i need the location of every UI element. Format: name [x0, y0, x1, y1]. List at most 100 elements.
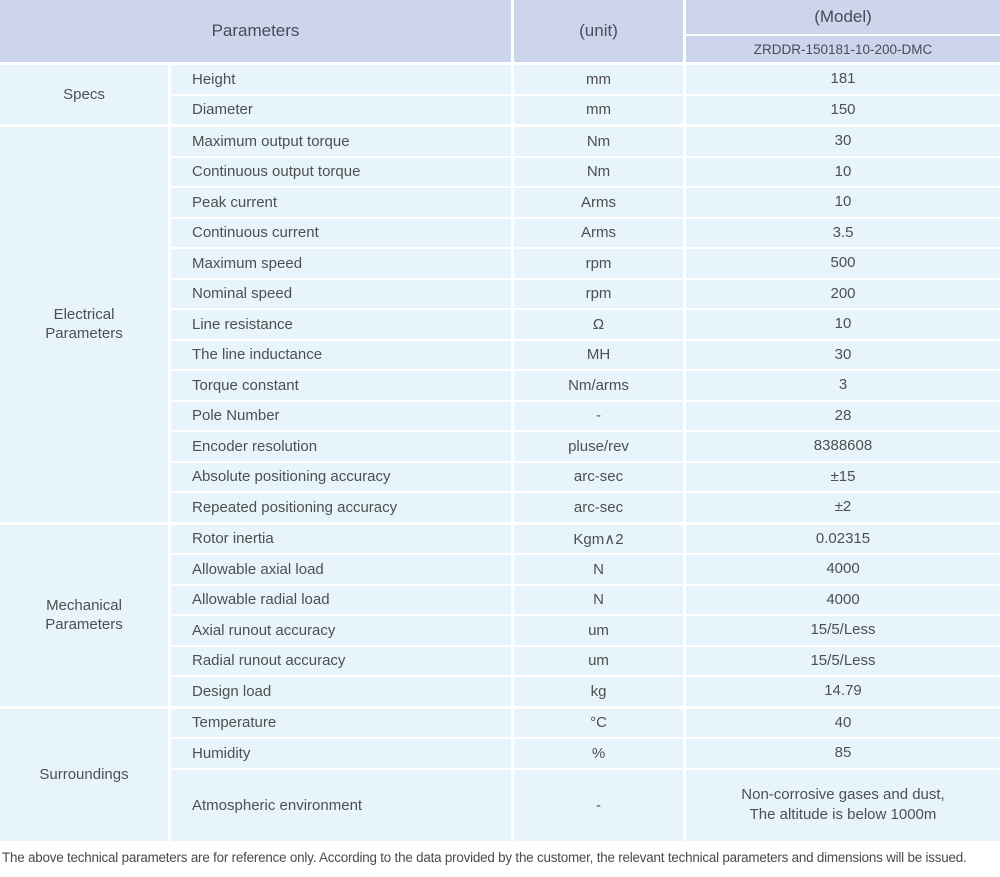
value-cell: 15/5/Less: [686, 646, 1000, 675]
unit-cell: rpm: [514, 279, 683, 308]
value-cell: 30: [686, 340, 1000, 369]
param-cell: Allowable radial load: [171, 585, 511, 614]
unit-cell: Kgm∧2: [514, 524, 683, 553]
param-cell: Humidity: [171, 739, 511, 768]
value-cell: 3: [686, 371, 1000, 400]
value-cell: 150: [686, 95, 1000, 124]
table-row: Humidity % 85: [171, 739, 1000, 768]
value-cell: ±15: [686, 462, 1000, 491]
table-row: Radial runout accuracy um 15/5/Less: [171, 646, 1000, 675]
value-cell: 40: [686, 708, 1000, 737]
table-row: Diameter mm 150: [171, 95, 1000, 124]
param-cell: Design load: [171, 677, 511, 706]
parameters-header: Parameters: [0, 0, 511, 62]
table-row: Line resistance Ω 10: [171, 310, 1000, 339]
param-cell: Torque constant: [171, 371, 511, 400]
table-section: Surroundings Temperature °C 40 Humidity …: [0, 708, 1000, 841]
unit-cell: arc-sec: [514, 493, 683, 522]
table-row: Pole Number - 28: [171, 401, 1000, 430]
table-section: Specs Height mm 181 Diameter mm 150: [0, 65, 1000, 124]
unit-cell: Arms: [514, 188, 683, 217]
table-row: Axial runout accuracy um 15/5/Less: [171, 616, 1000, 645]
param-cell: Encoder resolution: [171, 432, 511, 461]
table-row: Allowable axial load N 4000: [171, 555, 1000, 584]
value-cell: 8388608: [686, 432, 1000, 461]
table-row: Absolute positioning accuracy arc-sec ±1…: [171, 462, 1000, 491]
value-cell: 200: [686, 279, 1000, 308]
param-cell: Rotor inertia: [171, 524, 511, 553]
category-cell: Surroundings: [0, 708, 168, 841]
parameters-table: Parameters (unit) (Model) ZRDDR-150181-1…: [0, 0, 1000, 841]
value-cell: Non-corrosive gases and dust, The altitu…: [686, 769, 1000, 841]
param-cell: Radial runout accuracy: [171, 646, 511, 675]
unit-cell: um: [514, 646, 683, 675]
unit-cell: kg: [514, 677, 683, 706]
param-cell: Allowable axial load: [171, 555, 511, 584]
unit-cell: %: [514, 739, 683, 768]
unit-cell: arc-sec: [514, 462, 683, 491]
unit-cell: rpm: [514, 249, 683, 278]
param-cell: Peak current: [171, 188, 511, 217]
param-cell: Repeated positioning accuracy: [171, 493, 511, 522]
unit-cell: °C: [514, 708, 683, 737]
param-cell: Continuous output torque: [171, 157, 511, 186]
table-row: Temperature °C 40: [171, 708, 1000, 737]
value-cell: 4000: [686, 555, 1000, 584]
param-cell: Temperature: [171, 708, 511, 737]
value-cell: 15/5/Less: [686, 616, 1000, 645]
table-row: Height mm 181: [171, 65, 1000, 94]
category-cell: Electrical Parameters: [0, 127, 168, 522]
table-row: The line inductance MH 30: [171, 340, 1000, 369]
table-row: Design load kg 14.79: [171, 677, 1000, 706]
param-cell: Diameter: [171, 95, 511, 124]
table-row: Continuous current Arms 3.5: [171, 218, 1000, 247]
param-cell: Continuous current: [171, 218, 511, 247]
table-body: Specs Height mm 181 Diameter mm 150 Elec…: [0, 65, 1000, 841]
value-cell: 10: [686, 310, 1000, 339]
param-cell: Absolute positioning accuracy: [171, 462, 511, 491]
param-cell: The line inductance: [171, 340, 511, 369]
section-rows: Height mm 181 Diameter mm 150: [171, 65, 1000, 124]
unit-cell: mm: [514, 95, 683, 124]
table-row: Nominal speed rpm 200: [171, 279, 1000, 308]
table-row: Allowable radial load N 4000: [171, 585, 1000, 614]
param-cell: Axial runout accuracy: [171, 616, 511, 645]
param-cell: Nominal speed: [171, 279, 511, 308]
unit-cell: Nm/arms: [514, 371, 683, 400]
table-header-row: Parameters (unit) (Model) ZRDDR-150181-1…: [0, 0, 1000, 62]
param-cell: Maximum speed: [171, 249, 511, 278]
table-row: Torque constant Nm/arms 3: [171, 371, 1000, 400]
category-cell: Specs: [0, 65, 168, 124]
section-rows: Maximum output torque Nm 30 Continuous o…: [171, 127, 1000, 522]
value-cell: 28: [686, 401, 1000, 430]
value-cell: 0.02315: [686, 524, 1000, 553]
param-cell: Maximum output torque: [171, 127, 511, 156]
unit-cell: Ω: [514, 310, 683, 339]
unit-cell: -: [514, 401, 683, 430]
category-cell: Mechanical Parameters: [0, 524, 168, 706]
unit-cell: -: [514, 769, 683, 841]
table-row: Atmospheric environment - Non-corrosive …: [171, 769, 1000, 841]
unit-header: (unit): [514, 0, 683, 62]
table-row: Rotor inertia Kgm∧2 0.02315: [171, 524, 1000, 553]
unit-cell: N: [514, 585, 683, 614]
model-header-group: (Model) ZRDDR-150181-10-200-DMC: [686, 0, 1000, 62]
table-section: Mechanical Parameters Rotor inertia Kgm∧…: [0, 524, 1000, 706]
value-cell: 4000: [686, 585, 1000, 614]
table-row: Maximum speed rpm 500: [171, 249, 1000, 278]
value-cell: 85: [686, 739, 1000, 768]
value-cell: 3.5: [686, 218, 1000, 247]
model-header: (Model): [686, 0, 1000, 34]
value-cell: 181: [686, 65, 1000, 94]
unit-cell: um: [514, 616, 683, 645]
model-code: ZRDDR-150181-10-200-DMC: [686, 36, 1000, 62]
section-rows: Temperature °C 40 Humidity % 85 Atmosphe…: [171, 708, 1000, 841]
value-cell: 10: [686, 157, 1000, 186]
value-cell: 14.79: [686, 677, 1000, 706]
value-cell: 500: [686, 249, 1000, 278]
value-cell: ±2: [686, 493, 1000, 522]
footnote: The above technical parameters are for r…: [2, 849, 967, 865]
table-section: Electrical Parameters Maximum output tor…: [0, 127, 1000, 522]
param-cell: Pole Number: [171, 401, 511, 430]
unit-cell: pluse/rev: [514, 432, 683, 461]
